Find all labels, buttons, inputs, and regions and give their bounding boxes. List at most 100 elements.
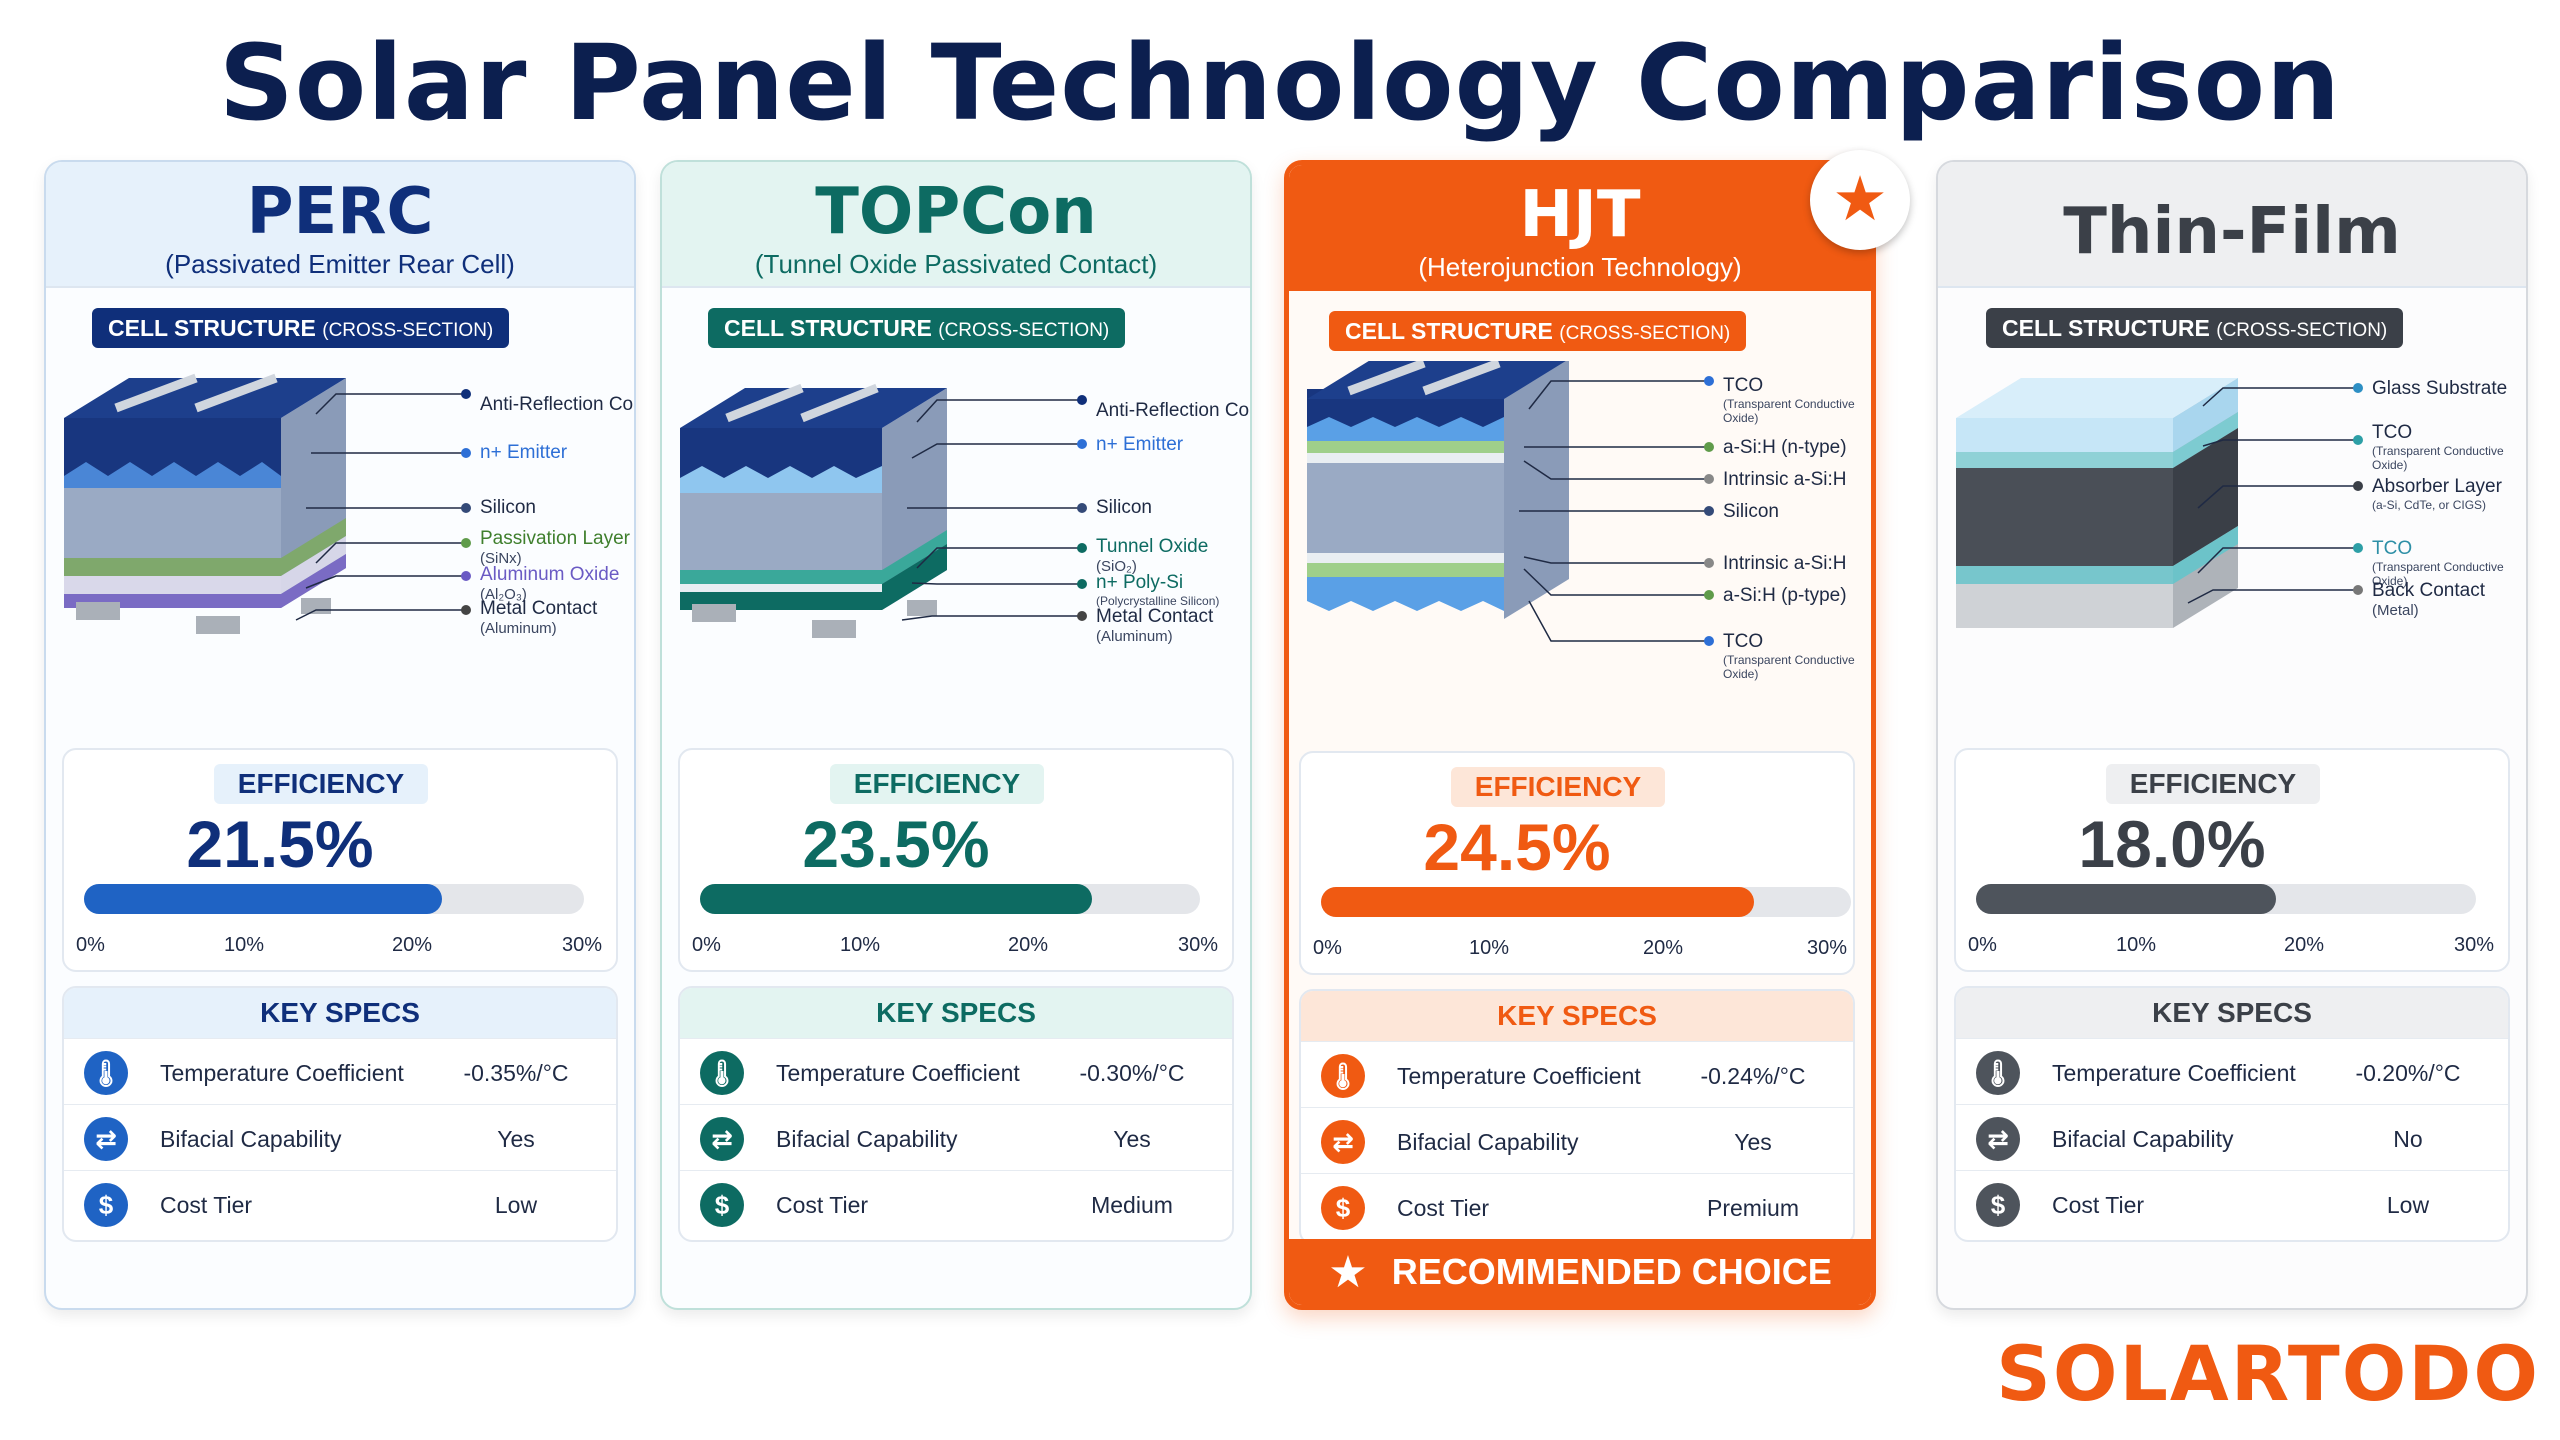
- thin-film-card: Thin-Film CELL STRUCTURE (CROSS-SECTION): [1936, 160, 2528, 1310]
- efficiency-bar-fill: [1321, 887, 1754, 917]
- spec-value: Low: [2386, 1192, 2430, 1218]
- layer-label: TCO (Transparent Conductive Oxide): [1723, 631, 1871, 681]
- layer-name: a-Si:H (n-type): [1723, 437, 1847, 458]
- efficiency-panel: EFFICIENCY 23.5% 0% 10% 20% 30%: [678, 748, 1234, 972]
- cell-structure-text: CELL STRUCTURE: [108, 315, 316, 341]
- spec-value: Premium: [1706, 1195, 1799, 1221]
- spec-row-bifacial: ⇄ Bifacial Capability Yes: [680, 1104, 1232, 1170]
- axis-tick: 30%: [1807, 937, 1848, 959]
- topcon-cross-section-illustration: [680, 383, 1087, 638]
- axis-tick: 0%: [1313, 937, 1342, 959]
- axis-tick: 10%: [840, 934, 881, 956]
- spec-row-cost: $ Cost Tier Low: [64, 1170, 616, 1236]
- spec-name: Cost Tier: [1397, 1195, 1490, 1221]
- cell-structure-label: CELL STRUCTURE (CROSS-SECTION): [1986, 308, 2404, 348]
- layer-label: TCO (Transparent Conductive Oxide): [1723, 375, 1871, 425]
- layer-name: TCO: [1723, 631, 1764, 652]
- spec-name: Cost Tier: [160, 1192, 253, 1218]
- efficiency-bar-track: [700, 884, 1200, 914]
- layer-label: Anti-Reflection Coating: [1096, 400, 1250, 422]
- spec-row-temperature: 🌡 Temperature Coefficient -0.20%/°C: [1956, 1038, 2508, 1104]
- spec-row-temperature: 🌡 Temperature Coefficient -0.35%/°C: [64, 1038, 616, 1104]
- layer-name: Silicon: [1723, 501, 1779, 522]
- bifacial-arrows-icon: ⇄: [1321, 1120, 1365, 1164]
- cell-structure-text: CELL STRUCTURE: [2002, 315, 2210, 341]
- efficiency-bar-fill: [84, 884, 443, 914]
- spec-value: No: [2393, 1126, 2423, 1152]
- layer-label: Absorber Layer (a-Si, CdTe, or CIGS): [2372, 476, 2502, 512]
- card-header: HJT (Heterojunction Technology): [1289, 165, 1871, 291]
- layer-label: Back Contact (Metal): [2372, 580, 2485, 619]
- star-icon: ★: [1328, 1248, 1368, 1297]
- layer-name: a-Si:H (p-type): [1723, 585, 1847, 606]
- key-specs-header: KEY SPECS: [680, 988, 1232, 1038]
- key-specs-panel: KEY SPECS 🌡 Temperature Coefficient -0.3…: [62, 986, 618, 1242]
- layer-detail: (SiO₂): [1096, 558, 1137, 575]
- layer-name: Intrinsic a-Si:H: [1723, 469, 1847, 490]
- card-name: TOPCon: [815, 175, 1097, 249]
- spec-name: Temperature Coefficient: [2052, 1060, 2296, 1086]
- layer-label: Metal Contact (Aluminum): [1096, 606, 1213, 645]
- spec-row-temperature: 🌡 Temperature Coefficient -0.30%/°C: [680, 1038, 1232, 1104]
- dollar-icon: $: [1321, 1186, 1365, 1230]
- card-header: Thin-Film: [1938, 162, 2526, 288]
- layer-label: Anti-Reflection Coating: [480, 394, 634, 416]
- layer-label: TCO (Transparent Conductive Oxide): [2372, 422, 2522, 472]
- card-subtitle: (Heterojunction Technology): [1418, 252, 1742, 282]
- cross-section-text: (CROSS-SECTION): [1559, 323, 1731, 344]
- spec-value: Low: [494, 1192, 538, 1218]
- key-specs-header: KEY SPECS: [1956, 988, 2508, 1038]
- layer-name: Back Contact: [2372, 580, 2485, 601]
- spec-name: Cost Tier: [2052, 1192, 2145, 1218]
- layer-label: n+ Emitter: [1096, 434, 1183, 456]
- axis-tick: 10%: [224, 934, 265, 956]
- spec-value: Yes: [497, 1126, 535, 1152]
- layer-label: Tunnel Oxide (SiO₂): [1096, 536, 1208, 575]
- card-header: TOPCon (Tunnel Oxide Passivated Contact): [662, 162, 1250, 288]
- spec-row-bifacial: ⇄ Bifacial Capability Yes: [1301, 1107, 1853, 1173]
- layer-label: Silicon: [480, 497, 536, 519]
- layer-label: Passivation Layer (SiNx): [480, 528, 630, 567]
- spec-name: Cost Tier: [776, 1192, 869, 1218]
- layer-name: TCO: [1723, 375, 1764, 396]
- solartodo-logo: SOLARTODO: [1996, 1329, 2540, 1418]
- cell-structure-label: CELL STRUCTURE (CROSS-SECTION): [708, 308, 1126, 348]
- thermometer-icon: 🌡: [84, 1051, 128, 1095]
- cell-structure-label: CELL STRUCTURE (CROSS-SECTION): [1329, 311, 1747, 351]
- bifacial-arrows-icon: ⇄: [84, 1117, 128, 1161]
- spec-value: -0.20%/°C: [2355, 1060, 2461, 1086]
- cross-section-text: (CROSS-SECTION): [2216, 320, 2388, 341]
- efficiency-value: 18.0%: [2078, 807, 2266, 881]
- layer-label: Intrinsic a-Si:H: [1723, 553, 1847, 575]
- spec-row-bifacial: ⇄ Bifacial Capability Yes: [64, 1104, 616, 1170]
- key-specs-panel: KEY SPECS 🌡 Temperature Coefficient -0.3…: [678, 986, 1234, 1242]
- layer-detail: (a-Si, CdTe, or CIGS): [2372, 498, 2487, 512]
- efficiency-bar-fill: [700, 884, 1092, 914]
- dollar-icon: $: [1976, 1183, 2020, 1227]
- efficiency-value: 21.5%: [186, 807, 374, 881]
- efficiency-label: EFFICIENCY: [2106, 764, 2320, 804]
- spec-name: Temperature Coefficient: [1397, 1063, 1641, 1089]
- spec-value: -0.35%/°C: [463, 1060, 569, 1086]
- layer-name: n+ Emitter: [480, 442, 568, 463]
- layer-label: Aluminum Oxide (Al₂O₃): [480, 564, 619, 603]
- spec-name: Temperature Coefficient: [160, 1060, 404, 1086]
- dollar-icon: $: [700, 1183, 744, 1227]
- layer-detail: (Aluminum): [480, 620, 557, 637]
- key-specs-panel: KEY SPECS 🌡 Temperature Coefficient -0.2…: [1954, 986, 2510, 1242]
- cross-section-text: (CROSS-SECTION): [938, 320, 1110, 341]
- layer-detail: (Transparent Conductive Oxide): [1723, 397, 1855, 425]
- layer-name: TCO: [2372, 422, 2413, 443]
- efficiency-bar-track: [1321, 887, 1851, 917]
- key-specs-header: KEY SPECS: [1301, 991, 1853, 1041]
- recommended-label: RECOMMENDED CHOICE: [1391, 1251, 1832, 1292]
- thermometer-icon: 🌡: [700, 1051, 744, 1095]
- axis-tick: 0%: [76, 934, 105, 956]
- efficiency-panel: EFFICIENCY 18.0% 0% 10% 20% 30%: [1954, 748, 2510, 972]
- axis-tick: 30%: [562, 934, 603, 956]
- layer-label: TCO (Transparent Conductive Oxide): [2372, 538, 2522, 588]
- cell-structure-label: CELL STRUCTURE (CROSS-SECTION): [92, 308, 510, 348]
- layer-name: Glass Substrate: [2372, 378, 2508, 399]
- card-name: HJT: [1519, 178, 1641, 252]
- dollar-icon: $: [84, 1183, 128, 1227]
